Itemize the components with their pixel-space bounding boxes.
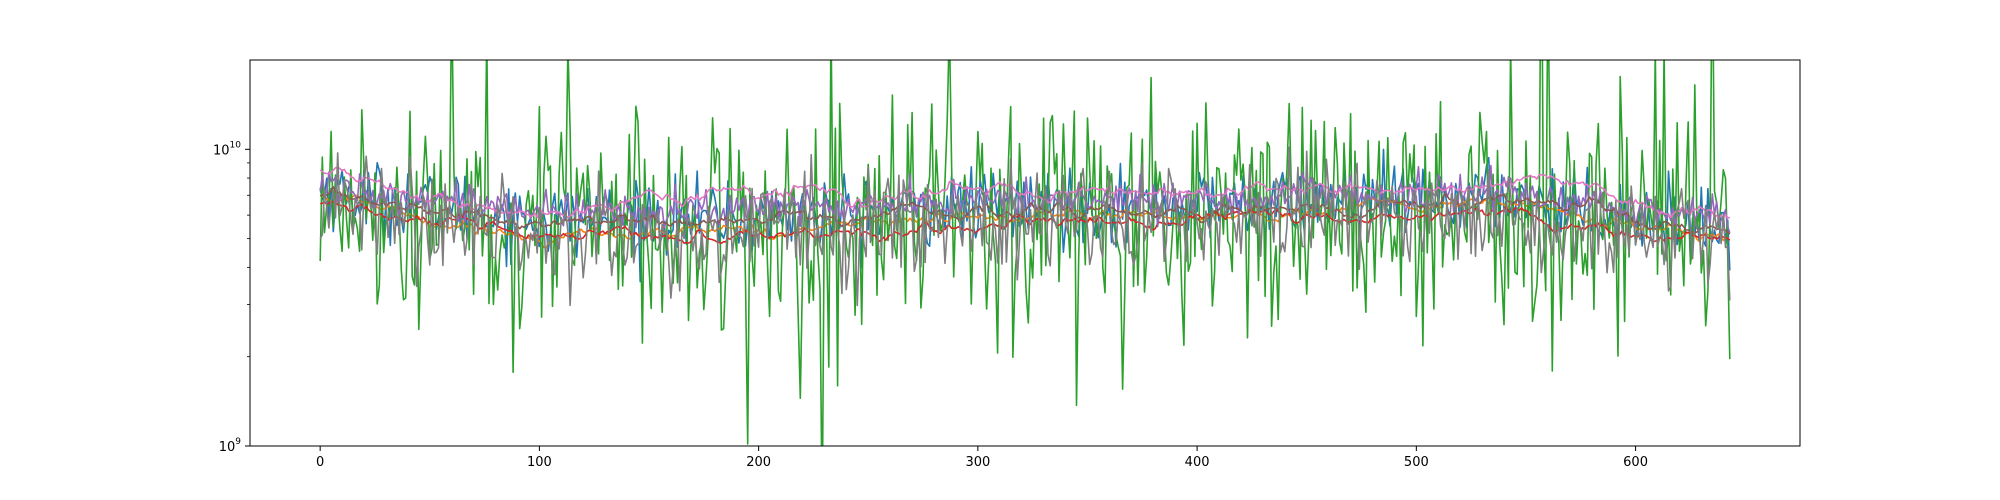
y-tick-exponent: 9 — [235, 437, 241, 447]
y-tick-label: 1010 — [213, 140, 241, 158]
y-tick-base: 10 — [219, 440, 236, 455]
plot-frame — [249, 59, 1801, 447]
y-tick-label: 109 — [219, 437, 242, 455]
x-tick-label: 600 — [1623, 455, 1648, 470]
y-tick-base: 10 — [213, 143, 230, 158]
y-tick-exponent: 10 — [230, 140, 242, 150]
x-tick-label: 300 — [965, 455, 990, 470]
x-tick-label: 100 — [527, 455, 552, 470]
x-axis: 0 100 200 300 400 500 600 — [316, 446, 1648, 470]
series-line — [319, 146, 1731, 307]
x-tick-label: 0 — [316, 455, 324, 470]
x-tick-label: 200 — [746, 455, 771, 470]
series-line — [319, 166, 1731, 220]
x-tick-label: 400 — [1185, 455, 1210, 470]
series-layer — [319, 60, 1731, 446]
x-tick-label: 500 — [1404, 455, 1429, 470]
series-line — [319, 60, 1731, 446]
